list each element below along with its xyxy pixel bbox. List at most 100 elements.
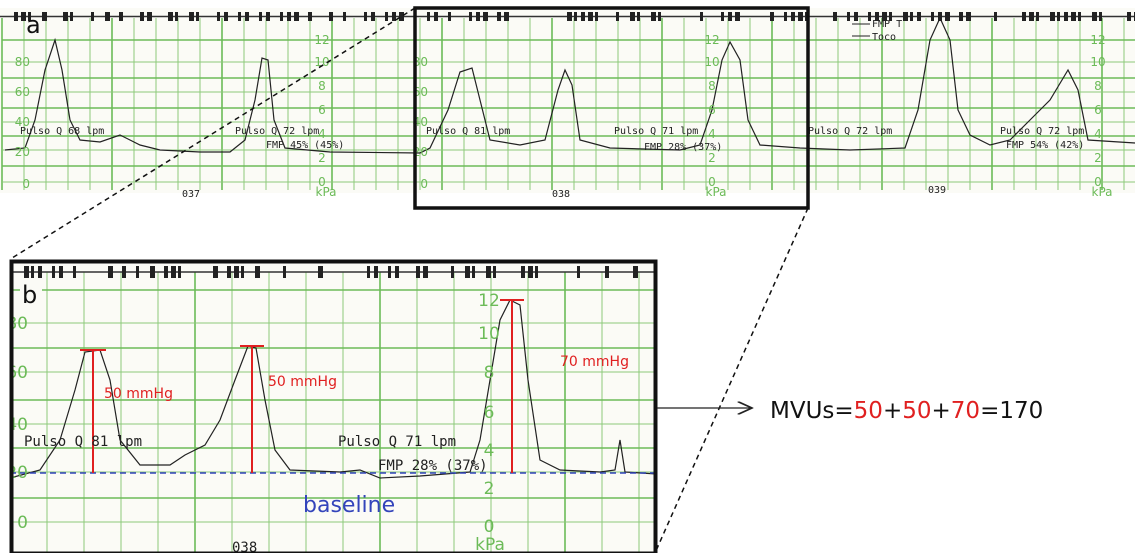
page-number: 039 — [928, 185, 946, 196]
top-tick — [504, 12, 509, 21]
top-tick — [1036, 12, 1039, 21]
top-tick — [465, 266, 470, 278]
top-tick — [630, 12, 635, 21]
scale-label: 6 — [708, 103, 716, 117]
top-tick — [567, 12, 572, 21]
scale-label: 6 — [318, 103, 326, 117]
formula: MVUs=50+50+70=170 — [770, 398, 1043, 424]
measurement: 50 mmHg — [104, 386, 173, 402]
top-tick — [1099, 12, 1102, 21]
formula-term: 50 — [854, 398, 883, 424]
top-tick — [70, 12, 73, 21]
figure: a FMP T Toco Pulso Q 68 lpmPulso Q 72 lp… — [0, 0, 1135, 553]
top-tick — [196, 12, 199, 21]
top-tick — [833, 12, 837, 21]
top-tick — [329, 12, 333, 21]
top-tick — [577, 266, 580, 278]
top-tick — [497, 12, 501, 21]
scale-label: 12 — [314, 33, 329, 47]
top-tick — [108, 266, 113, 278]
top-tick — [266, 12, 270, 21]
top-tick — [388, 266, 391, 278]
top-tick — [294, 12, 299, 21]
connector — [655, 208, 808, 553]
top-tick — [283, 266, 286, 278]
top-tick — [259, 12, 262, 21]
top-tick — [472, 266, 475, 278]
measurement: 50 mmHg — [268, 374, 337, 390]
scale-label: 10 — [704, 55, 719, 69]
top-tick — [364, 12, 367, 21]
top-tick — [308, 12, 312, 21]
top-tick — [651, 12, 656, 21]
top-tick — [287, 12, 291, 21]
top-tick — [528, 266, 533, 278]
top-tick — [280, 12, 283, 21]
annotation: Pulso Q 72 lpm — [235, 126, 319, 137]
scale-label: 20 — [15, 145, 30, 159]
top-tick — [73, 266, 76, 278]
top-tick — [385, 12, 388, 21]
top-tick — [318, 266, 323, 278]
scale-label: 40 — [15, 115, 30, 129]
top-tick — [427, 12, 430, 21]
scale-label: 4 — [484, 441, 495, 461]
top-tick — [343, 12, 346, 21]
scale-label: 4 — [318, 127, 326, 141]
top-tick — [63, 12, 68, 21]
top-tick — [59, 266, 63, 278]
top-tick — [728, 12, 732, 21]
top-tick — [451, 266, 454, 278]
top-tick — [238, 12, 241, 21]
top-tick — [171, 266, 176, 278]
scale-label: 0 — [484, 517, 495, 537]
unit-label: kPa — [1092, 185, 1113, 199]
legend-label: FMP T — [872, 19, 902, 30]
page-number: 037 — [182, 189, 200, 200]
top-tick — [105, 12, 110, 21]
annotation: FMP 28% (37%) — [378, 458, 488, 474]
scale-label: 0 — [420, 177, 428, 191]
top-tick — [434, 12, 438, 21]
annotation: FMP 54% (42%) — [1006, 140, 1084, 151]
scale-label: 2 — [1094, 151, 1102, 165]
top-tick — [959, 12, 963, 21]
scale-label: 6 — [1094, 103, 1102, 117]
top-tick — [227, 266, 231, 278]
top-tick — [175, 12, 178, 21]
baseline-label: baseline — [303, 493, 395, 518]
unit-label: kPa — [316, 185, 337, 199]
scale-label: 60 — [15, 85, 30, 99]
top-tick — [234, 266, 239, 278]
top-tick — [367, 266, 370, 278]
top-tick — [854, 12, 858, 21]
top-tick — [31, 266, 34, 278]
top-tick — [448, 12, 451, 21]
scale-label: 4 — [708, 127, 716, 141]
formula-term: 70 — [951, 398, 980, 424]
top-tick — [224, 12, 228, 21]
unit-label: kPa — [706, 185, 727, 199]
top-tick — [217, 12, 220, 21]
scale-label: 12 — [1090, 33, 1105, 47]
formula-lhs: MVUs= — [770, 398, 854, 424]
scale-label: 0 — [22, 177, 30, 191]
top-tick — [486, 266, 491, 278]
scale-label: 12 — [478, 291, 500, 311]
top-tick — [1022, 12, 1026, 21]
top-tick — [521, 266, 525, 278]
top-tick — [119, 12, 123, 21]
top-tick — [791, 12, 795, 21]
top-tick — [1057, 12, 1060, 21]
top-tick — [770, 12, 774, 21]
top-tick — [14, 12, 18, 21]
top-tick — [868, 12, 871, 21]
scale-label: 8 — [708, 79, 716, 93]
top-tick — [371, 12, 375, 21]
top-tick — [574, 12, 577, 21]
top-tick — [476, 12, 480, 21]
top-tick — [994, 12, 997, 21]
top-tick — [189, 12, 194, 21]
scale-label: 2 — [318, 151, 326, 165]
top-tick — [1029, 12, 1034, 21]
